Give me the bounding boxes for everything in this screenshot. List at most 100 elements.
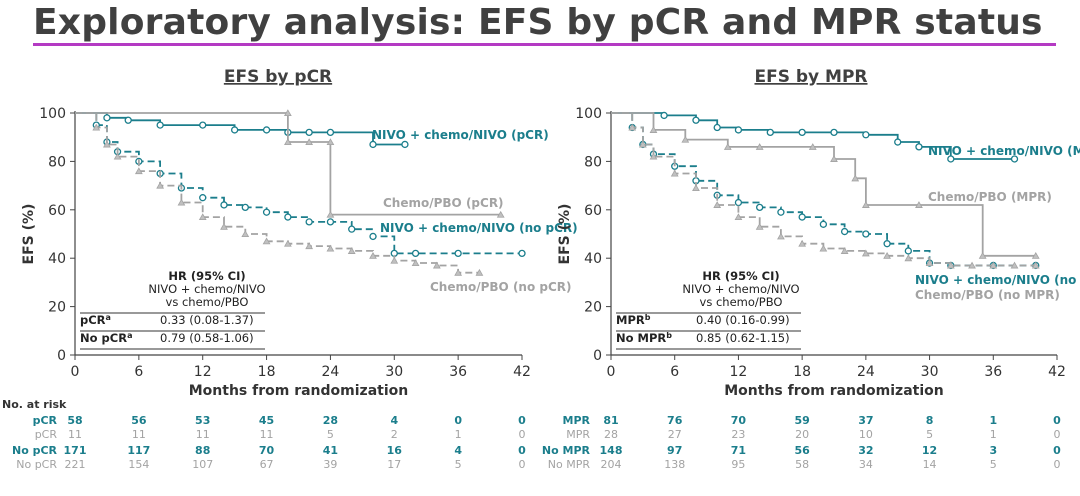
at-risk-value: 2 bbox=[391, 428, 398, 441]
hr-row-key: No pCRa bbox=[80, 331, 132, 346]
censor-marker bbox=[475, 268, 484, 276]
curve-label: NIVO + chemo/NIVO (MPR) bbox=[928, 144, 1080, 158]
at-risk-value: 23 bbox=[731, 428, 745, 441]
curve-label: Chemo/PBO (no pCR) bbox=[430, 280, 572, 294]
title-divider bbox=[33, 43, 1056, 46]
censor-marker bbox=[262, 126, 271, 134]
at-risk-row-label: No MPR bbox=[542, 444, 591, 457]
hr-table-header: NIVO + chemo/NIVO bbox=[682, 282, 799, 296]
at-risk-value: 5 bbox=[455, 458, 462, 471]
censor-marker bbox=[883, 240, 891, 248]
chart-subtitle: EFS by pCR bbox=[224, 67, 332, 87]
at-risk-value: 171 bbox=[64, 444, 87, 457]
censor-marker bbox=[861, 249, 870, 257]
at-risk-value: 5 bbox=[327, 428, 334, 441]
censor-marker bbox=[755, 222, 764, 230]
at-risk-value: 0 bbox=[518, 414, 526, 427]
at-risk-value: 20 bbox=[795, 428, 809, 441]
censor-marker bbox=[411, 249, 420, 258]
chart-subtitle: EFS by MPR bbox=[754, 67, 867, 87]
censor-marker bbox=[348, 225, 356, 233]
censor-marker bbox=[681, 135, 690, 143]
x-tick-label: 12 bbox=[194, 364, 212, 380]
at-risk-value: 81 bbox=[603, 414, 618, 427]
at-risk-value: 11 bbox=[196, 428, 210, 441]
censor-marker bbox=[861, 201, 870, 208]
curve-label: NIVO + chemo/NIVO (no MPR) bbox=[915, 273, 1080, 287]
at-risk-value: 14 bbox=[923, 458, 937, 471]
y-tick-label: 0 bbox=[57, 348, 66, 364]
censor-marker bbox=[862, 230, 870, 238]
censor-marker bbox=[283, 109, 292, 116]
at-risk-value: 56 bbox=[131, 414, 147, 427]
y-axis-label: EFS (%) bbox=[21, 204, 37, 265]
censor-marker bbox=[734, 198, 743, 207]
x-tick-label: 42 bbox=[1048, 364, 1066, 380]
at-risk-value: 5 bbox=[990, 458, 997, 471]
curve-label: Chemo/PBO (no MPR) bbox=[915, 288, 1060, 302]
footnote-marker: a bbox=[127, 331, 132, 340]
at-risk-value: 204 bbox=[601, 458, 622, 471]
censor-marker bbox=[177, 198, 186, 206]
at-risk-value: 97 bbox=[667, 444, 682, 457]
censor-marker bbox=[305, 218, 313, 226]
y-tick-label: 40 bbox=[48, 251, 66, 267]
censor-marker bbox=[156, 121, 164, 129]
censor-marker bbox=[851, 174, 860, 182]
censor-marker bbox=[432, 261, 441, 269]
censor-marker bbox=[284, 213, 292, 221]
censor-marker bbox=[989, 261, 998, 269]
censor-marker bbox=[518, 249, 526, 258]
at-risk-row-label: pCR bbox=[35, 428, 58, 441]
at-risk-value: 56 bbox=[794, 444, 810, 457]
censor-marker bbox=[819, 244, 828, 252]
censor-marker bbox=[660, 111, 668, 120]
x-tick-label: 6 bbox=[670, 364, 679, 380]
x-tick-label: 30 bbox=[385, 364, 403, 380]
censor-marker bbox=[305, 128, 313, 137]
censor-marker bbox=[496, 210, 505, 218]
censor-marker bbox=[283, 138, 292, 146]
censor-marker bbox=[113, 152, 122, 160]
at-risk-row-label: MPR bbox=[566, 428, 590, 441]
at-risk-value: 53 bbox=[195, 414, 210, 427]
hr-row-key: pCRa bbox=[80, 313, 111, 328]
at-risk-value: 16 bbox=[387, 444, 403, 457]
censor-marker bbox=[692, 116, 700, 124]
at-risk-row-label: MPR bbox=[563, 414, 591, 427]
at-risk-value: 32 bbox=[858, 444, 873, 457]
censor-marker bbox=[220, 222, 228, 230]
at-risk-value: 11 bbox=[132, 428, 146, 441]
hr-row-value: 0.79 (0.58-1.06) bbox=[160, 331, 254, 345]
hr-table-header: NIVO + chemo/NIVO bbox=[148, 282, 265, 296]
censor-marker bbox=[283, 239, 292, 247]
y-tick-label: 0 bbox=[593, 348, 602, 364]
hr-row-value: 0.40 (0.16-0.99) bbox=[696, 313, 790, 327]
at-risk-value: 28 bbox=[323, 414, 338, 427]
censor-marker bbox=[830, 128, 838, 137]
censor-marker bbox=[638, 140, 647, 148]
hr-table-title: HR (95% CI) bbox=[702, 269, 779, 283]
censor-marker bbox=[777, 208, 785, 216]
censor-marker bbox=[220, 201, 228, 209]
censor-marker bbox=[756, 203, 764, 212]
at-risk-value: 76 bbox=[667, 414, 683, 427]
hr-table-header: vs chemo/PBO bbox=[700, 295, 783, 309]
at-risk-value: 28 bbox=[604, 428, 618, 441]
censor-marker bbox=[230, 126, 239, 134]
censor-marker bbox=[92, 123, 101, 131]
hr-row-key: MPRb bbox=[616, 313, 651, 328]
at-risk-value: 88 bbox=[195, 444, 210, 457]
censor-marker bbox=[670, 169, 679, 177]
censor-marker bbox=[326, 244, 335, 252]
censor-marker bbox=[454, 249, 462, 258]
at-risk-row-label: No pCR bbox=[16, 458, 57, 471]
at-risk-value: 4 bbox=[390, 414, 398, 427]
at-risk-row-label: pCR bbox=[33, 414, 58, 427]
at-risk-value: 11 bbox=[68, 428, 82, 441]
at-risk-value: 8 bbox=[926, 414, 934, 427]
at-risk-row-label: No MPR bbox=[548, 458, 591, 471]
censor-marker bbox=[947, 155, 955, 163]
footnote-marker: a bbox=[106, 313, 111, 322]
